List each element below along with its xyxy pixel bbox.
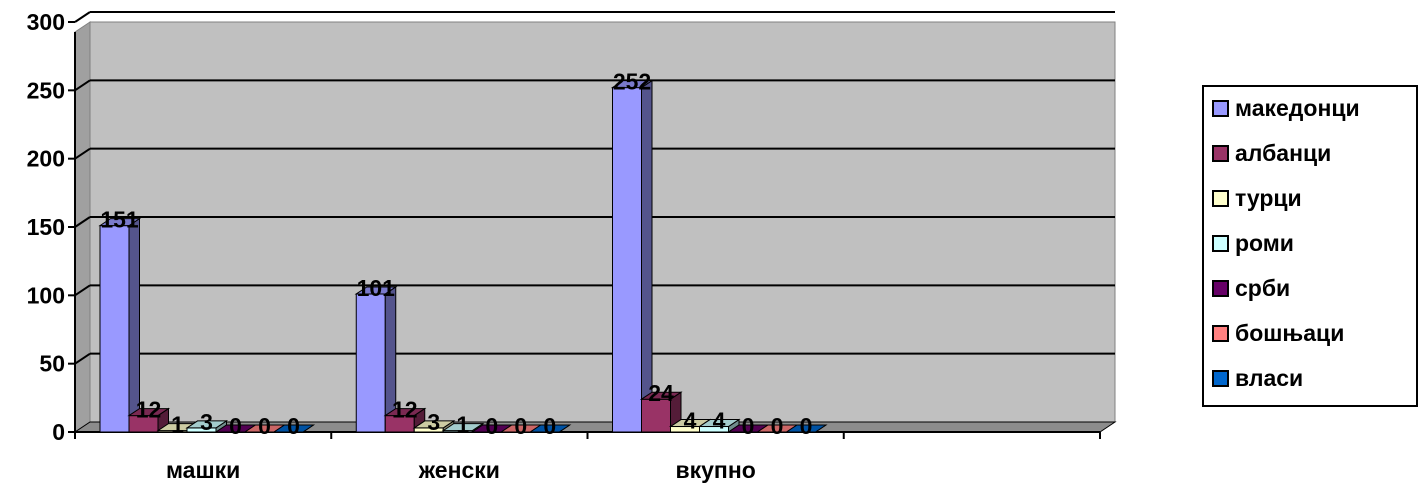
legend-swatch: [1212, 189, 1229, 207]
gridline-side: [74, 284, 91, 297]
bar-top: [528, 424, 572, 433]
gridline-side: [74, 79, 91, 92]
legend-swatch: [1212, 144, 1229, 162]
data-label: 12: [392, 397, 418, 423]
bar-top: [639, 391, 683, 400]
bar-top: [412, 420, 456, 429]
legend-label: власи: [1235, 364, 1304, 391]
bar-top: [354, 286, 398, 295]
gridline-side: [74, 216, 91, 228]
x-tick-label: машки: [166, 457, 240, 483]
data-label: 0: [258, 413, 271, 439]
y-tick-label: 0: [52, 419, 65, 445]
bars: [98, 79, 828, 433]
legend-swatch: [1212, 324, 1229, 342]
data-label: 3: [200, 409, 213, 435]
data-label: 1: [171, 412, 184, 438]
bar-top: [441, 423, 485, 432]
data-label: 0: [742, 413, 755, 439]
legend-label: албанци: [1235, 139, 1332, 166]
data-label: 1: [456, 412, 469, 438]
legend-label: бошњаци: [1235, 319, 1345, 346]
y-tick-label: 250: [27, 77, 65, 103]
gridline-side: [74, 352, 91, 365]
gridline-side: [74, 11, 91, 23]
legend-item: албанци: [1212, 138, 1331, 168]
legend-label: турци: [1235, 184, 1302, 211]
plot-back-wall: [74, 21, 1116, 433]
plot-side-wall: [74, 21, 91, 433]
data-label: 0: [543, 413, 556, 439]
legend-item: турци: [1212, 183, 1302, 213]
data-label: 24: [648, 380, 674, 406]
data-label: 252: [613, 69, 651, 95]
legend-item: македонци: [1212, 93, 1360, 123]
legend-item: бошњаци: [1212, 318, 1344, 348]
plot-area: [89, 21, 1116, 423]
data-label: 4: [684, 408, 697, 434]
legend-swatch: [1212, 99, 1229, 117]
y-tick-label: 150: [27, 214, 65, 240]
data-label: 3: [427, 409, 440, 435]
data-label: 151: [100, 207, 139, 233]
legend: македонци албанци турци роми срби бошњаци влас…: [1202, 85, 1418, 407]
legend-label: македонци: [1235, 94, 1360, 121]
data-label: 0: [485, 413, 498, 439]
data-label: 12: [136, 397, 162, 423]
data-label: 0: [800, 413, 813, 439]
bar-top: [383, 408, 427, 417]
bar-top: [272, 424, 316, 433]
gridline-side: [74, 147, 91, 160]
bar-top: [127, 408, 171, 417]
legend-swatch: [1212, 279, 1229, 297]
bar: [99, 225, 130, 433]
y-tick-label: 50: [39, 351, 65, 377]
y-tick-label: 100: [27, 282, 65, 308]
y-tick-label: 300: [27, 9, 65, 35]
legend-item: роми: [1212, 228, 1294, 258]
data-label: 0: [771, 413, 784, 439]
legend-swatch: [1212, 234, 1229, 252]
legend-label: роми: [1235, 229, 1294, 256]
bar: [612, 87, 642, 433]
data-label: 4: [713, 408, 726, 434]
gridlines: [74, 11, 1115, 365]
bar-top: [98, 218, 142, 227]
x-tick-label: вкупно: [675, 457, 755, 483]
legend-item: срби: [1212, 273, 1290, 303]
bar: [355, 293, 386, 433]
x-tick-label: женски: [418, 457, 500, 483]
legend-label: срби: [1235, 274, 1291, 301]
data-label: 0: [287, 413, 300, 439]
bar-top: [185, 420, 229, 429]
y-tick-label: 200: [27, 146, 65, 172]
data-label: 101: [357, 275, 396, 301]
legend-item: власи: [1212, 363, 1303, 393]
data-label: 0: [229, 413, 242, 439]
bar-top: [610, 80, 654, 89]
bar-top: [697, 419, 741, 428]
data-label: 0: [514, 413, 527, 439]
bar: [641, 398, 671, 433]
bar-top: [784, 424, 828, 433]
legend-swatch: [1212, 369, 1229, 387]
